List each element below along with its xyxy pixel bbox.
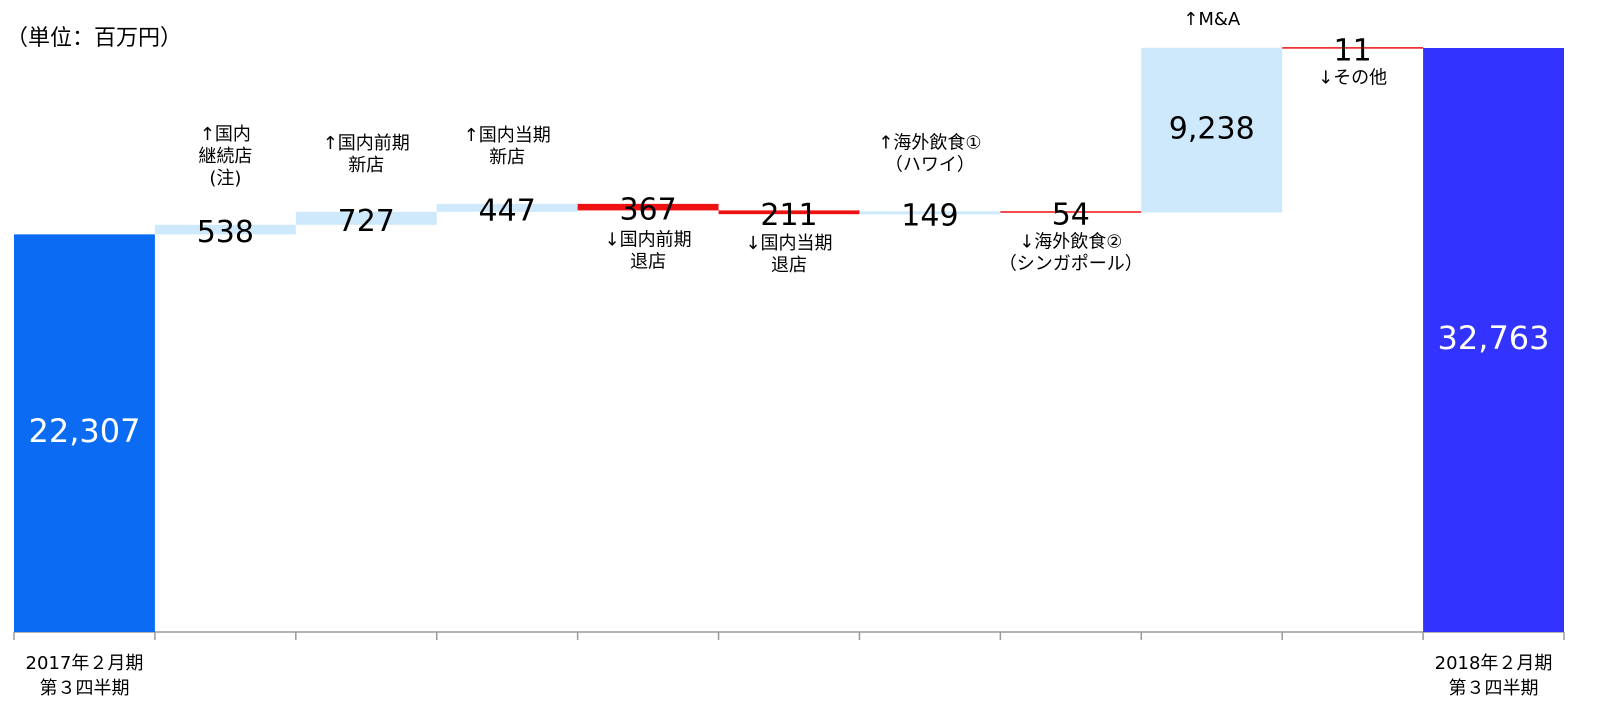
step-annotation: ↓国内当期 — [745, 233, 832, 254]
bar-value-label: 538 — [197, 215, 254, 250]
total-bar — [14, 234, 155, 632]
bar-value-label: 11 — [1334, 33, 1372, 68]
increase-bar — [436, 203, 578, 212]
increase-bar — [295, 211, 437, 225]
step-annotation: 退店 — [630, 251, 666, 272]
decrease-bar — [1000, 211, 1142, 213]
step-annotation: ↓国内前期 — [605, 229, 692, 250]
x-tick-label: 2017年２月期 — [26, 653, 144, 674]
bar-value-label: 211 — [760, 198, 817, 233]
step-annotation: ↑国内 — [200, 124, 251, 145]
step-annotation: ↑海外飲食① — [878, 132, 981, 153]
step-annotation: ↑国内前期 — [323, 133, 410, 154]
step-annotation: ↑M&A — [1183, 9, 1241, 30]
step-annotation: 継続店 — [198, 146, 252, 167]
increase-bar — [1141, 47, 1283, 213]
step-annotation: 新店 — [348, 155, 384, 176]
decrease-bar — [718, 210, 860, 215]
increase-bar — [154, 224, 296, 235]
x-tick-label: 第３四半期 — [1449, 678, 1539, 699]
unit-label: （単位：百万円） — [6, 26, 183, 51]
bar-value-label: 727 — [338, 204, 395, 239]
decrease-bar — [1282, 47, 1424, 49]
decrease-bar — [577, 203, 719, 211]
bar-value-label: 9,238 — [1169, 112, 1255, 147]
step-annotation: ↑国内当期 — [464, 125, 551, 146]
x-tick-label: 第３四半期 — [39, 678, 129, 699]
step-annotation: ↓海外飲食② — [1019, 232, 1122, 253]
bar-value-label: 32,763 — [1438, 319, 1550, 357]
step-annotation: 退店 — [771, 255, 807, 276]
bar-value-label: 22,307 — [28, 412, 140, 450]
step-annotation: (注) — [209, 168, 241, 189]
step-annotation: （ハワイ） — [885, 154, 975, 175]
bar-value-label: 367 — [619, 193, 676, 228]
step-annotation: 新店 — [489, 147, 525, 168]
x-tick-label: 2018年２月期 — [1435, 653, 1553, 674]
bar-value-label: 149 — [901, 198, 958, 233]
total-bar — [1423, 48, 1564, 632]
step-annotation: ↓その他 — [1318, 68, 1387, 89]
bar-value-label: 447 — [479, 193, 536, 228]
step-annotation: （シンガポール） — [999, 254, 1143, 275]
bar-value-label: 54 — [1052, 197, 1090, 232]
increase-bar — [859, 211, 1001, 215]
